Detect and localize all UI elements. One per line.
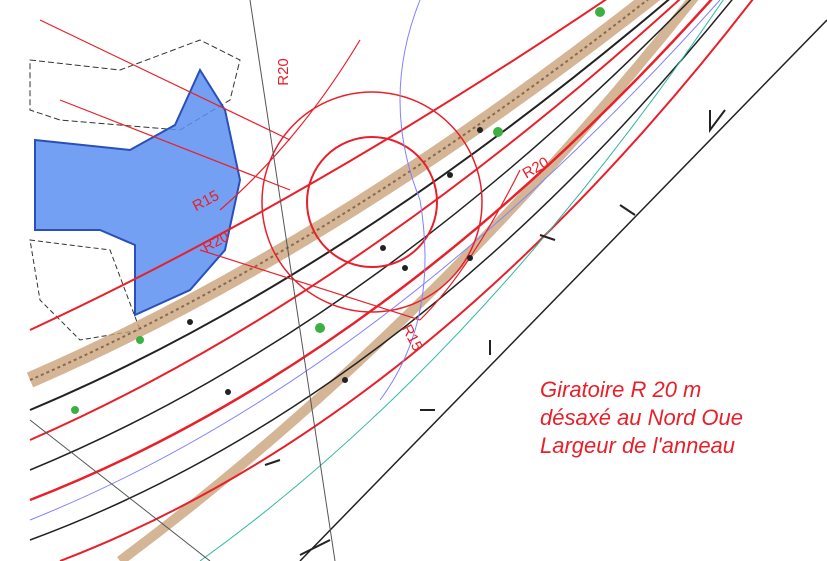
caption: Giratoire R 20 m désaxé au Nord Oue Larg… bbox=[540, 377, 743, 458]
radius-labels: R20 R15 R20 R20 R15 bbox=[190, 58, 552, 354]
caption-line: désaxé au Nord Oue bbox=[540, 405, 743, 430]
map-drawing bbox=[26, 0, 827, 561]
caption-line: Giratoire R 20 m bbox=[540, 377, 701, 402]
radius-label: R20 bbox=[275, 58, 292, 86]
caption-line: Largeur de l'anneau bbox=[540, 433, 735, 458]
